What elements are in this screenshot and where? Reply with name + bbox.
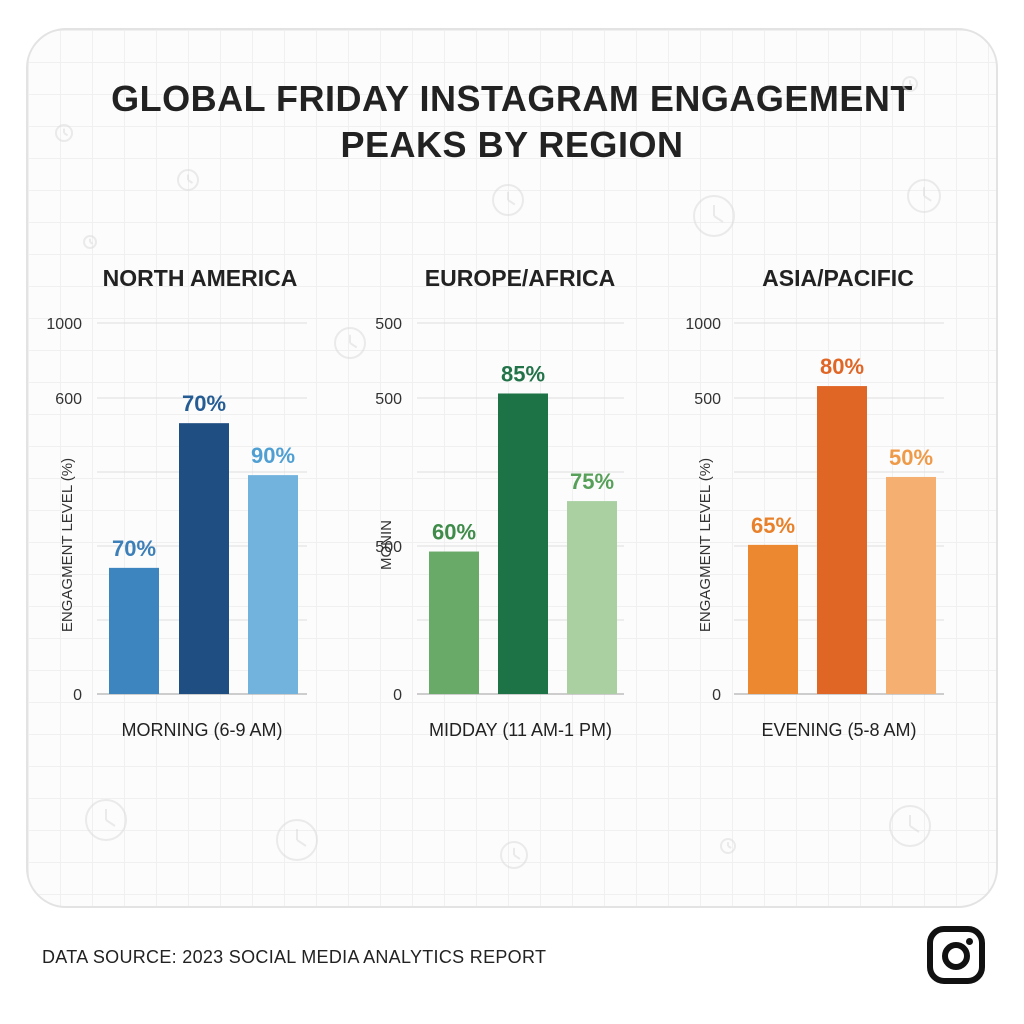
data-label: 50% (889, 445, 933, 470)
title-line-2: PEAKS BY REGION (340, 124, 684, 165)
clock-icon (83, 235, 97, 249)
clock-face (902, 76, 918, 92)
y-tick-label: 0 (712, 687, 721, 704)
clock-icon (500, 841, 528, 869)
x-axis-label: EVENING (5-8 AM) (761, 720, 916, 740)
clock-icon (55, 124, 73, 142)
clock-face (500, 841, 528, 869)
clock-face (276, 819, 318, 861)
clock-hand (89, 241, 94, 245)
data-source-note: DATA SOURCE: 2023 SOCIAL MEDIA ANALYTICS… (42, 947, 547, 967)
clock-icon (492, 184, 524, 216)
clock-icon (334, 327, 366, 359)
data-label: 80% (820, 354, 864, 379)
bar (429, 551, 479, 694)
y-axis-label: ENGAGMENT LEVEL (%) (697, 458, 714, 632)
background-clock-icons (55, 76, 941, 869)
y-axis-label: MONIN (378, 520, 395, 570)
y-tick-label: 600 (55, 391, 82, 408)
clock-face (177, 169, 199, 191)
clock-face (55, 124, 73, 142)
page-title: GLOBAL FRIDAY INSTAGRAM ENGAGEMENT PEAKS… (0, 76, 1024, 168)
data-label: 70% (112, 536, 156, 561)
y-tick-label: 0 (393, 687, 402, 704)
clock-icon (276, 819, 318, 861)
chart-title: EUROPE/AFRICA (425, 265, 615, 291)
clock-face (492, 184, 524, 216)
clock-hand (507, 199, 516, 206)
y-tick-label: 1000 (685, 316, 721, 333)
clock-face (334, 327, 366, 359)
y-tick-label: 500 (375, 391, 402, 408)
clock-hand (296, 839, 307, 847)
clock-face (83, 235, 97, 249)
clock-hand (513, 854, 521, 860)
x-axis-label: MIDDAY (11 AM-1 PM) (429, 720, 612, 740)
clock-face (693, 195, 735, 237)
y-tick-label: 1000 (46, 316, 82, 333)
clock-face (720, 838, 736, 854)
data-label: 70% (182, 391, 226, 416)
clock-hand (727, 845, 732, 849)
y-axis-label: ENGAGMENT LEVEL (%) (59, 458, 76, 632)
clock-icon (177, 169, 199, 191)
y-tick-label: 500 (375, 539, 402, 556)
data-label: 85% (501, 361, 545, 386)
clock-hand (713, 215, 724, 223)
bar (179, 423, 229, 694)
clock-face (889, 805, 931, 847)
bar (248, 475, 298, 694)
clock-hand (909, 825, 920, 833)
data-label: 60% (432, 520, 476, 545)
clock-icon (720, 838, 736, 854)
clock-hand (63, 132, 69, 137)
title-line-1: GLOBAL FRIDAY INSTAGRAM ENGAGEMENT (111, 78, 913, 119)
clock-icon (902, 76, 918, 92)
chart-panel-3: ASIA/PACIFIC 1000 500 0 ENGAGMENT LEVEL (%) 6… (685, 265, 944, 740)
y-tick-label: 500 (694, 391, 721, 408)
clock-icon (907, 179, 941, 213)
data-label: 90% (251, 443, 295, 468)
bar (109, 567, 159, 694)
y-tick-label: 0 (73, 687, 82, 704)
chart-panel-2: EUROPE/AFRICA 500 500 500 0 MONIN 60% 85% 75% MID… (375, 265, 624, 740)
instagram-icon (927, 926, 985, 984)
chart-title: NORTH AMERICA (103, 265, 298, 291)
clock-hand (349, 342, 358, 349)
data-label: 65% (751, 513, 795, 538)
clock-icon (85, 799, 127, 841)
bar (748, 544, 798, 694)
y-tick-label: 500 (375, 316, 402, 333)
x-axis-label: MORNING (6-9 AM) (121, 720, 282, 740)
chart-title: ASIA/PACIFIC (762, 265, 914, 291)
bar (498, 393, 548, 694)
clock-face (85, 799, 127, 841)
clock-icon (693, 195, 735, 237)
clock-hand (187, 179, 194, 184)
data-label: 75% (570, 469, 614, 494)
chart-panel-1: NORTH AMERICA 1000 600 0 ENGAGMENT LEVEL (%)… (46, 265, 307, 740)
clock-hand (923, 195, 932, 202)
clock-icon (889, 805, 931, 847)
bar (886, 476, 936, 694)
clock-hand (105, 819, 116, 827)
bar (817, 386, 867, 694)
bar (567, 501, 617, 694)
clock-face (907, 179, 941, 213)
clock-hand (909, 83, 914, 87)
